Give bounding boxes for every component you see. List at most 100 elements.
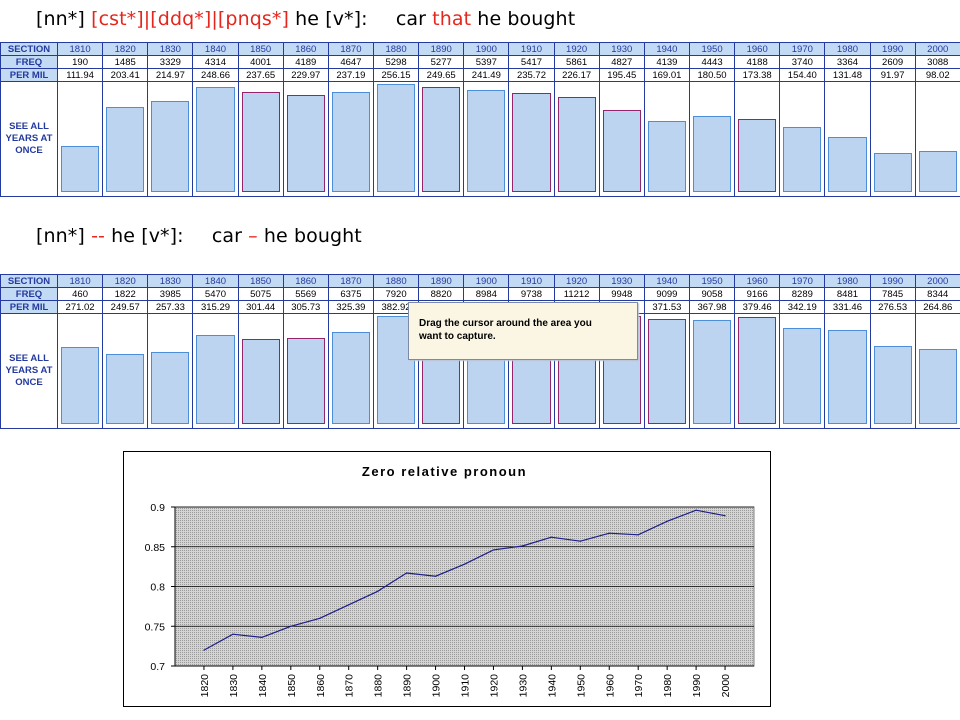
year-cell[interactable]: 1930 (598, 274, 645, 288)
year-cell[interactable]: 1890 (418, 274, 465, 288)
frequency-bar[interactable] (61, 146, 100, 192)
bar-cell[interactable] (237, 313, 284, 429)
year-cell[interactable]: 1870 (327, 42, 374, 56)
year-cell[interactable]: 1850 (237, 42, 284, 56)
bar-cell[interactable] (56, 81, 104, 197)
year-cell[interactable]: 1970 (779, 42, 826, 56)
frequency-bar[interactable] (376, 84, 416, 192)
frequency-bar[interactable] (873, 153, 912, 192)
frequency-bar[interactable] (738, 119, 777, 192)
frequency-bar[interactable] (647, 319, 686, 424)
frequency-bar[interactable] (286, 338, 325, 424)
frequency-bar[interactable] (106, 354, 145, 424)
see-all-years-link[interactable]: SEE ALL YEARS AT ONCE (0, 313, 58, 429)
frequency-bar[interactable] (783, 127, 822, 192)
bar-cell[interactable] (643, 81, 690, 197)
year-cell[interactable]: 1900 (463, 42, 510, 56)
frequency-bar[interactable] (783, 328, 822, 424)
bar-cell[interactable] (147, 81, 194, 197)
year-cell[interactable]: 1850 (237, 274, 284, 288)
frequency-bar[interactable] (151, 101, 190, 192)
frequency-bar[interactable] (467, 90, 506, 192)
frequency-bar[interactable] (918, 151, 957, 192)
bar-cell[interactable] (192, 313, 239, 429)
bar-cell[interactable] (508, 81, 555, 197)
year-cell[interactable]: 1820 (102, 42, 149, 56)
year-cell[interactable]: 1810 (56, 274, 104, 288)
bar-cell[interactable] (734, 81, 781, 197)
bar-cell[interactable] (282, 81, 329, 197)
frequency-bar[interactable] (602, 110, 641, 192)
bar-cell[interactable] (282, 313, 329, 429)
frequency-bar[interactable] (106, 107, 145, 192)
frequency-bar[interactable] (241, 339, 280, 424)
year-cell[interactable]: 1950 (688, 42, 736, 56)
bar-cell[interactable] (779, 81, 826, 197)
year-cell[interactable]: 1830 (147, 274, 194, 288)
bar-cell[interactable] (418, 81, 465, 197)
year-cell[interactable]: 1820 (102, 274, 149, 288)
frequency-bar[interactable] (376, 316, 416, 424)
bar-cell[interactable] (734, 313, 781, 429)
year-cell[interactable]: 1940 (643, 274, 690, 288)
bar-cell[interactable] (779, 313, 826, 429)
frequency-bar[interactable] (512, 93, 551, 192)
year-cell[interactable]: 1960 (734, 274, 781, 288)
bar-cell[interactable] (102, 313, 149, 429)
year-cell[interactable]: 1990 (869, 42, 916, 56)
bar-cell[interactable] (102, 81, 149, 197)
year-cell[interactable]: 2000 (914, 42, 960, 56)
year-cell[interactable]: 1860 (282, 42, 329, 56)
frequency-bar[interactable] (286, 95, 325, 192)
frequency-bar[interactable] (331, 92, 370, 192)
bar-cell[interactable] (688, 313, 736, 429)
frequency-bar[interactable] (738, 317, 777, 424)
bar-cell[interactable] (914, 81, 960, 197)
frequency-bar[interactable] (692, 116, 732, 192)
year-cell[interactable]: 1910 (508, 42, 555, 56)
bar-cell[interactable] (372, 81, 420, 197)
year-cell[interactable]: 1930 (598, 42, 645, 56)
year-cell[interactable]: 1810 (56, 42, 104, 56)
year-cell[interactable]: 2000 (914, 274, 960, 288)
bar-cell[interactable] (824, 313, 871, 429)
bar-cell[interactable] (327, 313, 374, 429)
year-cell[interactable]: 1980 (824, 274, 871, 288)
frequency-bar[interactable] (422, 87, 461, 192)
bar-cell[interactable] (192, 81, 239, 197)
frequency-bar[interactable] (331, 332, 370, 424)
bar-cell[interactable] (824, 81, 871, 197)
year-cell[interactable]: 1990 (869, 274, 916, 288)
bar-cell[interactable] (914, 313, 960, 429)
bar-cell[interactable] (56, 313, 104, 429)
year-cell[interactable]: 1910 (508, 274, 555, 288)
frequency-bar[interactable] (918, 349, 957, 424)
frequency-bar[interactable] (873, 346, 912, 424)
frequency-bar[interactable] (151, 352, 190, 424)
bar-cell[interactable] (463, 81, 510, 197)
bar-cell[interactable] (643, 313, 690, 429)
frequency-bar[interactable] (196, 87, 235, 192)
year-cell[interactable]: 1920 (553, 274, 600, 288)
bar-cell[interactable] (869, 81, 916, 197)
year-cell[interactable]: 1950 (688, 274, 736, 288)
frequency-bar[interactable] (828, 137, 867, 192)
bar-cell[interactable] (688, 81, 736, 197)
year-cell[interactable]: 1940 (643, 42, 690, 56)
year-cell[interactable]: 1880 (372, 274, 420, 288)
frequency-bar[interactable] (647, 121, 686, 192)
year-cell[interactable]: 1970 (779, 274, 826, 288)
frequency-bar[interactable] (61, 347, 100, 424)
year-cell[interactable]: 1830 (147, 42, 194, 56)
bar-cell[interactable] (327, 81, 374, 197)
year-cell[interactable]: 1840 (192, 274, 239, 288)
bar-cell[interactable] (147, 313, 194, 429)
bar-cell[interactable] (553, 81, 600, 197)
bar-cell[interactable] (598, 81, 645, 197)
year-cell[interactable]: 1900 (463, 274, 510, 288)
year-cell[interactable]: 1840 (192, 42, 239, 56)
year-cell[interactable]: 1980 (824, 42, 871, 56)
frequency-bar[interactable] (692, 320, 732, 424)
year-cell[interactable]: 1920 (553, 42, 600, 56)
year-cell[interactable]: 1880 (372, 42, 420, 56)
